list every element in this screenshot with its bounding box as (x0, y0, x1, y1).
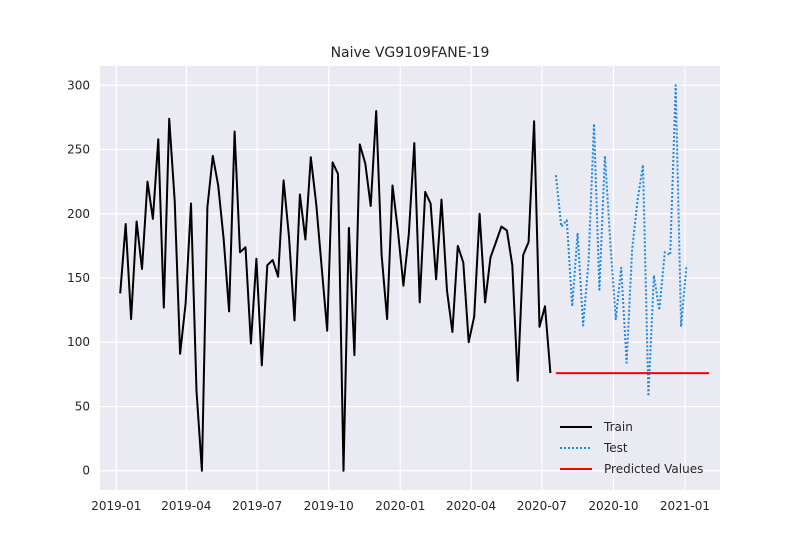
series-line-train (119, 110, 552, 472)
x-tick-labels: 2019-01 2019-04 2019-07 2019-10 2020-01 2020-… (91, 499, 710, 513)
x-tick-label: 2019-01 (91, 499, 141, 513)
x-tick-label: 2020-01 (375, 499, 425, 513)
y-tick-label: 200 (67, 207, 90, 221)
x-tick-label: 2019-10 (304, 499, 354, 513)
x-tick-label: 2020-10 (588, 499, 638, 513)
legend-label: Test (603, 441, 628, 455)
x-tick-label: 2020-04 (446, 499, 496, 513)
y-tick-label: 300 (67, 78, 90, 92)
y-tick-label: 250 (67, 143, 90, 157)
x-tick-label: 2019-04 (161, 499, 211, 513)
y-tick-label: 100 (67, 335, 90, 349)
y-tick-label: 50 (75, 399, 90, 413)
x-tick-label: 2021-01 (660, 499, 710, 513)
series-line-test (554, 84, 688, 398)
legend-label: Train (603, 420, 633, 434)
legend-label: Predicted Values (604, 462, 703, 476)
series-layer (119, 84, 710, 472)
y-tick-label: 0 (82, 464, 90, 478)
y-tick-labels: 0 50 100 150 200 250 300 (67, 78, 90, 477)
chart-title: Naive VG9109FANE-19 (331, 45, 490, 61)
x-tick-label: 2019-07 (232, 499, 282, 513)
legend: Train Test Predicted Values (560, 420, 703, 476)
y-tick-label: 150 (67, 271, 90, 285)
x-tick-label: 2020-07 (517, 499, 567, 513)
